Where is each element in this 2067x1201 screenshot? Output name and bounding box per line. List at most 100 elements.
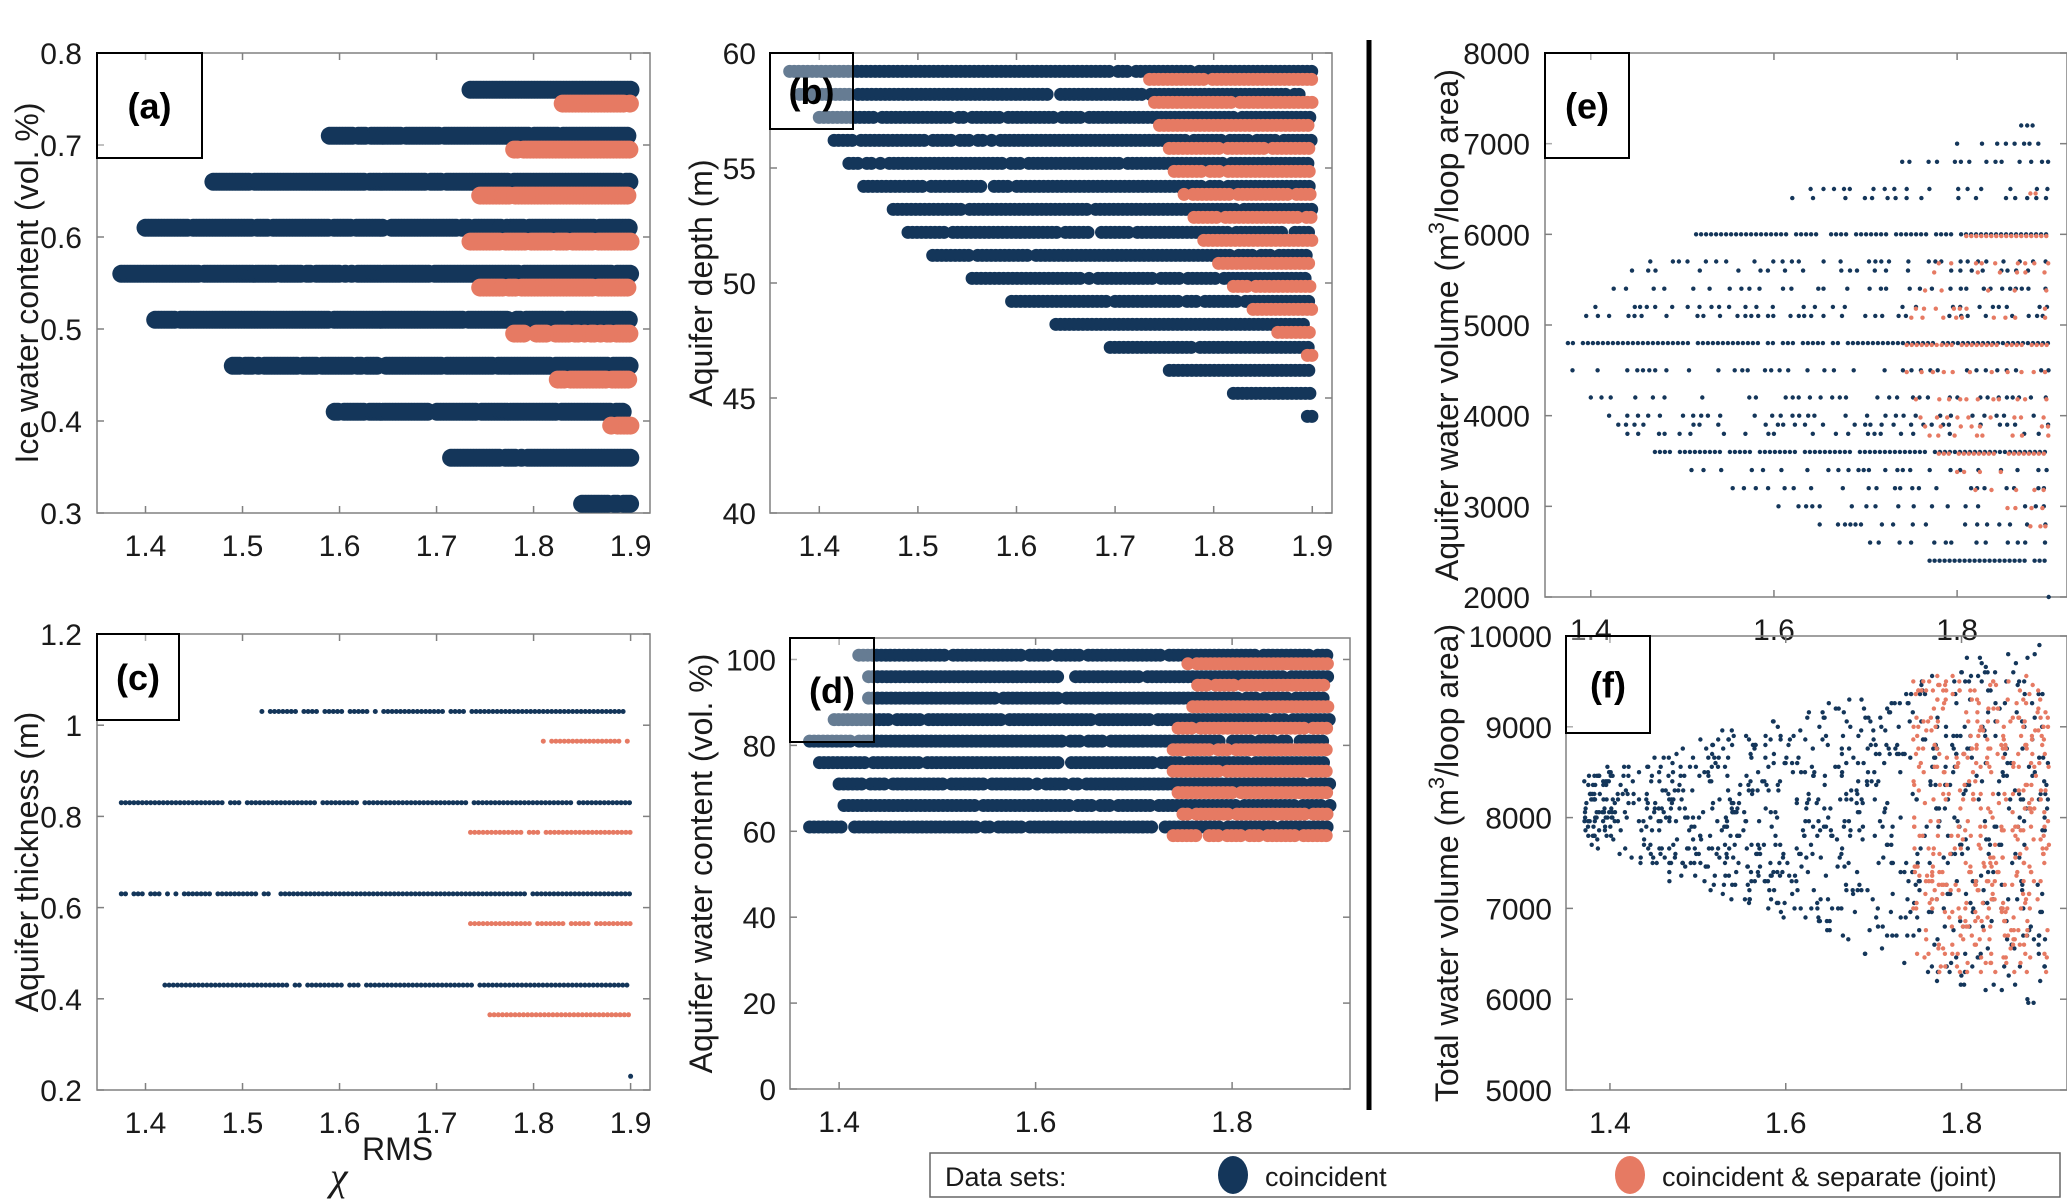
data-point-coincident [1770,340,1776,346]
data-point-coincident [2045,159,2051,164]
data-point-coincident [1102,64,1116,78]
data-point-coincident [1736,268,1741,273]
panel-tag: (d) [809,670,855,711]
data-point-joint [1305,302,1319,316]
data-point-coincident [1871,186,1876,192]
data-point-coincident [1670,259,1676,264]
y-tick-label: 50 [723,268,756,301]
data-point-coincident [2039,368,2044,373]
data-point-coincident [1040,87,1054,101]
data-point-coincident [2013,195,2018,201]
data-point-coincident [1606,313,1612,319]
data-point-coincident [1646,268,1651,273]
data-point-coincident [440,709,445,714]
data-point-coincident [1900,368,1906,373]
data-point-coincident [2027,141,2032,146]
data-point-coincident [1640,340,1646,346]
data-point-coincident [1695,313,1700,319]
data-point-coincident [1625,340,1631,346]
data-point-coincident [1626,313,1631,319]
data-point-coincident [372,709,378,714]
data-point-coincident [2039,159,2045,164]
data-point-coincident [1757,286,1762,291]
data-point-coincident [1796,313,1802,319]
data-point-coincident [1685,340,1691,346]
data-point-coincident [1868,232,1874,237]
data-point-coincident [1790,340,1796,346]
data-point-coincident [1926,159,1931,164]
data-point-coincident [1831,368,1837,373]
data-point-coincident [1810,195,1816,201]
data-point-coincident [1862,195,1868,201]
data-point-coincident [1933,232,1939,237]
data-point-coincident [1701,313,1706,319]
data-point-coincident [1938,232,1944,237]
data-point-coincident [1845,340,1851,346]
y-tick-label: 5000 [1463,310,1530,343]
data-point-coincident [1958,159,1964,164]
data-point-coincident [1758,268,1763,273]
x-tick-label: 1.6 [319,530,361,563]
data-point-coincident [1715,340,1721,346]
data-point-joint [624,738,630,744]
data-point-joint [1303,279,1317,293]
data-point-coincident [1839,268,1844,273]
data-point-coincident [1980,268,1985,273]
data-point-coincident [139,891,145,897]
data-point-coincident [1707,286,1712,291]
data-point-coincident [1803,232,1809,237]
data-point-coincident [1847,186,1853,192]
data-point-joint [1319,743,1333,757]
data-point-joint [627,829,633,835]
data-point-coincident [1835,340,1841,346]
data-point-coincident [1599,395,1604,400]
y-axis-label: Aquifer water content (vol. %) [683,654,719,1074]
data-point-coincident [2021,141,2027,146]
data-point-coincident [1655,340,1661,346]
data-point-coincident [1863,313,1868,319]
data-point-coincident [1725,340,1731,346]
data-point-coincident [1818,395,1823,400]
data-point-coincident [627,891,632,897]
data-point-coincident [1662,395,1667,400]
data-point-coincident [1703,232,1709,237]
data-point-coincident [1996,304,2002,310]
data-point-coincident [1632,313,1637,319]
data-point-coincident [1955,340,1961,346]
data-point-coincident [1595,340,1601,346]
data-point-coincident [1758,232,1764,237]
data-point-joint [621,232,640,251]
data-point-coincident [207,891,212,897]
data-point-coincident [1965,259,1970,264]
y-tick-label: 45 [723,383,756,416]
data-point-coincident [1913,232,1919,237]
data-point-coincident [1709,304,1714,310]
data-point-coincident [1974,368,1979,373]
data-point-coincident [1870,340,1876,346]
data-point-joint [518,829,524,835]
data-point-coincident [1695,340,1701,346]
data-point-coincident [1670,304,1675,310]
data-point-coincident [2025,123,2030,128]
data-point-coincident [1918,232,1924,237]
data-point-coincident [1720,340,1726,346]
data-point-coincident [284,982,290,988]
data-point-coincident [1909,368,1914,373]
data-point-coincident [1733,232,1739,237]
data-point-coincident [1883,232,1889,237]
y-axis-label: Aquifer depth (m) [683,159,719,406]
x-tick-label: 1.8 [513,1107,555,1140]
data-point-coincident [1743,304,1748,310]
data-point-coincident [1898,232,1904,237]
data-marks [112,80,640,513]
panel-tag: (b) [789,71,835,112]
data-point-joint [1305,95,1319,109]
data-point-coincident [1979,186,1984,192]
data-point-coincident [1880,340,1886,346]
data-point-coincident [1698,232,1704,237]
data-point-coincident [1660,340,1666,346]
axes-box [96,52,651,514]
data-point-coincident [1886,259,1892,264]
data-point-coincident [1745,340,1751,346]
x-tick-label: 1.4 [125,1107,167,1140]
